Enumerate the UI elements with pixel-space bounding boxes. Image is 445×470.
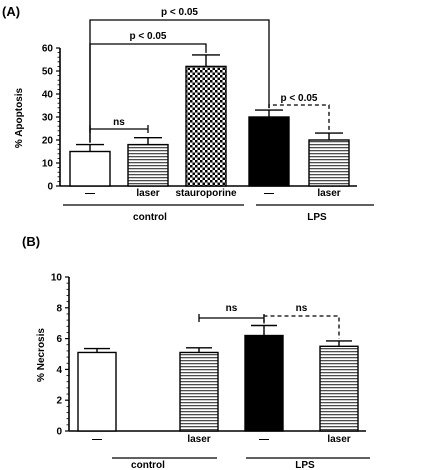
- panel-b-group-label: LPS: [295, 460, 315, 470]
- panel-b-y-tick-label: 4: [56, 365, 62, 376]
- panel-b-y-tick-label: 0: [56, 427, 62, 438]
- panel-a-significance-label: p < 0.05: [161, 7, 198, 18]
- panel-a-y-tick-label: 30: [42, 113, 54, 124]
- panel-b-bar: [179, 351, 219, 432]
- necrosis-chart: (B) % Necrosis 0 2 4 6 8 10 ns ns — laser — laser…: [22, 234, 370, 470]
- panel-a-significance-bracket: [89, 43, 207, 143]
- panel-a-significance-label: p < 0.05: [281, 93, 318, 104]
- panel-a-y-tick-label: 0: [47, 182, 53, 193]
- panel-a-y-tick-label: 50: [42, 67, 54, 78]
- panel-a-y-tick-label: 60: [42, 44, 54, 55]
- panel-a-bar: [127, 143, 169, 187]
- panel-b-y-axis-title: % Necrosis: [36, 328, 47, 382]
- panel-b-category-label: laser: [327, 434, 350, 445]
- panel-a-category-label: laser: [136, 188, 159, 199]
- panel-b-y-tick-label: 6: [56, 334, 62, 345]
- panel-b-significance-label: ns: [226, 303, 238, 314]
- panel-a-category-label: —: [85, 188, 95, 199]
- panel-a-significance-label: p < 0.05: [130, 31, 167, 42]
- panel-b-label: (B): [22, 234, 40, 249]
- panel-a-significance-label: ns: [113, 117, 125, 128]
- panel-a-bar: [185, 65, 227, 187]
- panel-a-significance-bracket: [268, 104, 330, 132]
- panel-b-significance-bracket: [263, 315, 340, 339]
- panel-a-y-tick-label: 10: [42, 159, 54, 170]
- panel-b-bars: [77, 324, 359, 432]
- panel-b-annotations: ns ns: [198, 303, 340, 339]
- panel-a-y-axis-title: % Apoptosis: [14, 87, 25, 148]
- panel-a-significance-bracket: [89, 125, 149, 133]
- panel-a-category-labels: — laser stauroporine — laser control LPS: [63, 188, 374, 223]
- panel-a-category-label: stauroporine: [175, 188, 237, 199]
- panel-a-group-label: control: [133, 212, 167, 223]
- panel-b-bar: [319, 345, 359, 432]
- panel-b-category-label: —: [92, 434, 102, 445]
- panel-a-category-label: laser: [317, 188, 340, 199]
- panel-a-y-tick-label: 40: [42, 90, 54, 101]
- panel-b-y-tick-label: 2: [56, 396, 62, 407]
- panel-a-bars: [69, 54, 350, 187]
- panel-b-bar: [77, 351, 117, 432]
- panel-a-y-tick-label: 20: [42, 136, 54, 147]
- panel-b-bar: [244, 334, 284, 432]
- panel-b-category-labels: — laser — laser control LPS: [92, 434, 370, 470]
- panel-b-significance-label: ns: [296, 303, 308, 314]
- panel-b-y-tick-label: 10: [51, 273, 63, 284]
- panel-a-annotations: p < 0.05 p < 0.05 ns p < 0.05: [89, 7, 330, 143]
- panel-b-category-label: —: [259, 434, 269, 445]
- panel-a-group-label: LPS: [307, 212, 327, 223]
- panel-a-bar: [248, 116, 290, 187]
- panel-b-significance-bracket: [198, 314, 265, 322]
- panel-a-bar: [308, 139, 350, 187]
- panel-b-category-label: laser: [187, 434, 210, 445]
- panel-a-category-label: —: [264, 188, 274, 199]
- panel-b-y-tick-label: 8: [56, 303, 62, 314]
- panel-a-label: (A): [2, 4, 20, 19]
- panel-b-group-label: control: [131, 460, 165, 470]
- panel-a-bar: [69, 150, 111, 187]
